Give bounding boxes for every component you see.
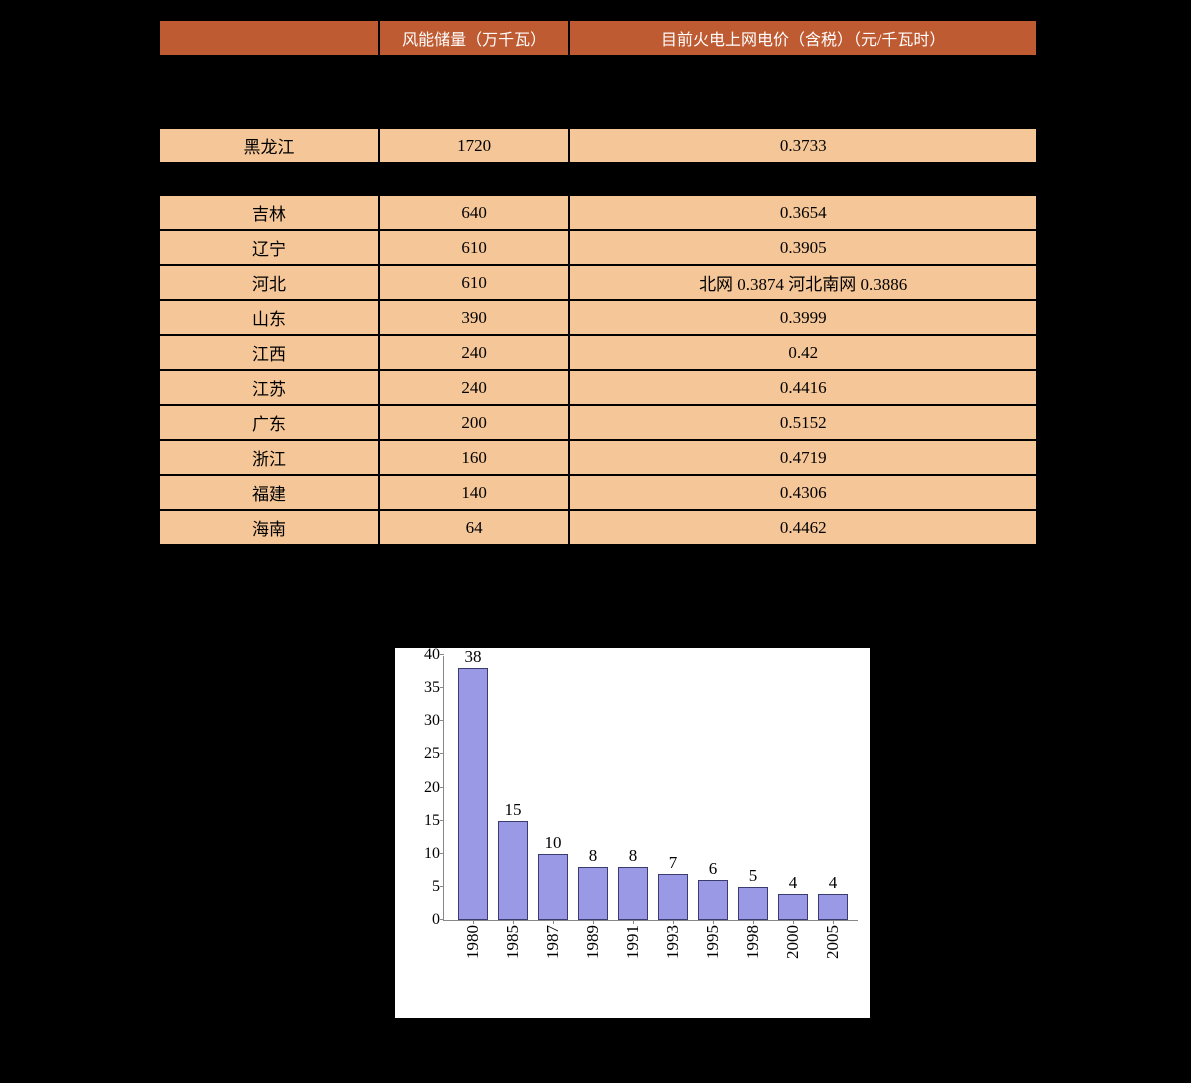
table-row: 海南640.4462	[160, 510, 1036, 545]
table-cell: 140	[380, 475, 568, 510]
table-cell: 江西	[160, 335, 378, 370]
x-tick-label: 2000	[783, 925, 803, 959]
table-cell: 240	[380, 335, 568, 370]
table-cell: 0.4719	[570, 440, 1036, 475]
table-row: 黑龙江17200.3733	[160, 128, 1036, 163]
table-cell: 江苏	[160, 370, 378, 405]
table-body: 黑龙江17200.3733吉林6400.3654辽宁6100.3905河北610…	[160, 56, 1036, 545]
table-header-row: 风能储量（万千瓦） 目前火电上网电价（含税）（元/千瓦时）	[160, 20, 1036, 56]
table-cell: 山东	[160, 300, 378, 335]
table-row: 江西2400.42	[160, 335, 1036, 370]
y-tick-label: 35	[424, 679, 444, 697]
plot-area: 0510152025303540381980151985101987819898…	[443, 656, 858, 921]
bar: 51998	[738, 887, 768, 920]
x-tick-label: 1998	[743, 925, 763, 959]
x-tick-label: 1987	[543, 925, 563, 959]
y-tick-label: 10	[424, 845, 444, 863]
bar-value-label: 8	[589, 846, 598, 866]
table-cell: 海南	[160, 510, 378, 545]
table-cell: 1720	[380, 128, 568, 163]
table-row: 山东3900.3999	[160, 300, 1036, 335]
bar-value-label: 38	[465, 647, 482, 667]
x-tick-label: 1985	[503, 925, 523, 959]
table-cell: 610	[380, 230, 568, 265]
y-tick-label: 30	[424, 712, 444, 730]
y-tick-label: 15	[424, 812, 444, 830]
table-row: 辽宁6100.3905	[160, 230, 1036, 265]
bar: 71993	[658, 874, 688, 920]
table-cell: 0.5152	[570, 405, 1036, 440]
bar-chart: 0510152025303540381980151985101987819898…	[395, 648, 870, 1018]
data-table: 风能储量（万千瓦） 目前火电上网电价（含税）（元/千瓦时） 黑龙江17200.3…	[158, 20, 1038, 545]
bar-value-label: 8	[629, 846, 638, 866]
y-tick-label: 40	[424, 646, 444, 664]
col-header-wind-reserve: 风能储量（万千瓦）	[380, 20, 568, 56]
bar: 42005	[818, 894, 848, 921]
table-cell: 610	[380, 265, 568, 300]
x-tick-label: 1993	[663, 925, 683, 959]
y-tick-label: 25	[424, 745, 444, 763]
bar-value-label: 7	[669, 853, 678, 873]
table-gap-row	[160, 56, 1036, 128]
table-row: 浙江1600.4719	[160, 440, 1036, 475]
bar: 151985	[498, 821, 528, 920]
table-cell: 0.3999	[570, 300, 1036, 335]
y-tick-label: 20	[424, 779, 444, 797]
x-tick-label: 1980	[463, 925, 483, 959]
table-cell: 0.3654	[570, 195, 1036, 230]
y-tick-label: 0	[432, 911, 444, 929]
y-tick-label: 5	[432, 878, 444, 896]
table-cell: 福建	[160, 475, 378, 510]
table-cell: 240	[380, 370, 568, 405]
bar: 42000	[778, 894, 808, 921]
table-cell: 0.3733	[570, 128, 1036, 163]
table-row: 吉林6400.3654	[160, 195, 1036, 230]
bar-value-label: 15	[505, 800, 522, 820]
bar: 101987	[538, 854, 568, 920]
table-cell: 200	[380, 405, 568, 440]
table-cell: 640	[380, 195, 568, 230]
bar-value-label: 6	[709, 859, 718, 879]
bar: 81991	[618, 867, 648, 920]
x-tick-label: 1995	[703, 925, 723, 959]
table-cell: 北网 0.3874 河北南网 0.3886	[570, 265, 1036, 300]
col-header-province	[160, 20, 378, 56]
col-header-price: 目前火电上网电价（含税）（元/千瓦时）	[570, 20, 1036, 56]
x-tick-label: 1991	[623, 925, 643, 959]
table-cell: 辽宁	[160, 230, 378, 265]
bar-value-label: 4	[829, 873, 838, 893]
table-row: 江苏2400.4416	[160, 370, 1036, 405]
table-cell: 0.42	[570, 335, 1036, 370]
bar: 61995	[698, 880, 728, 920]
table-row: 福建1400.4306	[160, 475, 1036, 510]
table-cell: 390	[380, 300, 568, 335]
table-cell: 吉林	[160, 195, 378, 230]
table-cell: 160	[380, 440, 568, 475]
table-row: 广东2000.5152	[160, 405, 1036, 440]
table-cell: 河北	[160, 265, 378, 300]
table-cell: 广东	[160, 405, 378, 440]
table-cell: 浙江	[160, 440, 378, 475]
table-gap-row	[160, 163, 1036, 195]
bar: 381980	[458, 668, 488, 920]
bar-value-label: 5	[749, 866, 758, 886]
table-cell: 0.4306	[570, 475, 1036, 510]
table-cell: 0.3905	[570, 230, 1036, 265]
bar: 81989	[578, 867, 608, 920]
table-cell: 64	[380, 510, 568, 545]
bar-value-label: 10	[545, 833, 562, 853]
x-tick-label: 1989	[583, 925, 603, 959]
table-cell: 0.4462	[570, 510, 1036, 545]
wind-price-table: 风能储量（万千瓦） 目前火电上网电价（含税）（元/千瓦时） 黑龙江17200.3…	[158, 20, 1038, 545]
table-cell: 0.4416	[570, 370, 1036, 405]
x-tick-label: 2005	[823, 925, 843, 959]
bar-value-label: 4	[789, 873, 798, 893]
table-cell: 黑龙江	[160, 128, 378, 163]
table-row: 河北610北网 0.3874 河北南网 0.3886	[160, 265, 1036, 300]
